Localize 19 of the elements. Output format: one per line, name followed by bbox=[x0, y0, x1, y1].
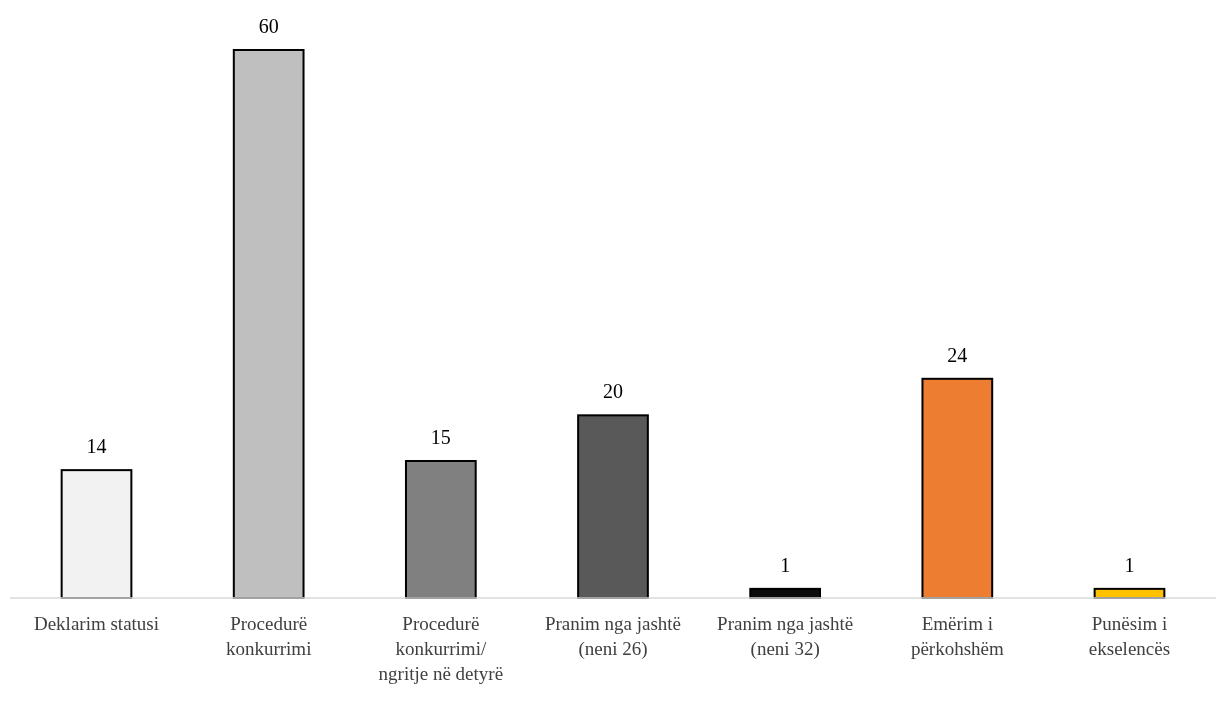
bar bbox=[577, 414, 649, 599]
data-label: 1 bbox=[780, 553, 791, 576]
x-tick-label: Emërim i përkohshëm bbox=[910, 613, 1004, 659]
bar bbox=[60, 469, 133, 599]
x-tick-label: Pranim nga jashtë (neni 26) bbox=[544, 613, 682, 660]
x-tick-label: Deklarim statusi bbox=[33, 613, 160, 634]
data-label: 20 bbox=[603, 380, 623, 403]
x-tick-label: Procedurë konkurrimi bbox=[225, 613, 312, 659]
data-label: 14 bbox=[86, 435, 107, 458]
data-label: 1 bbox=[1124, 553, 1135, 576]
x-tick-label: Pranim nga jashtë (neni 32) bbox=[717, 613, 854, 660]
bar bbox=[921, 377, 994, 599]
x-tick-label: Punësim i ekselencës bbox=[1088, 613, 1171, 659]
bar bbox=[232, 49, 305, 599]
x-tick-label: Procedurë konkurrimi/ ngritje në detyrë bbox=[378, 613, 504, 684]
data-label: 15 bbox=[430, 426, 451, 448]
data-label: 60 bbox=[258, 15, 279, 37]
bar bbox=[404, 460, 477, 599]
data-label: 24 bbox=[947, 343, 968, 366]
